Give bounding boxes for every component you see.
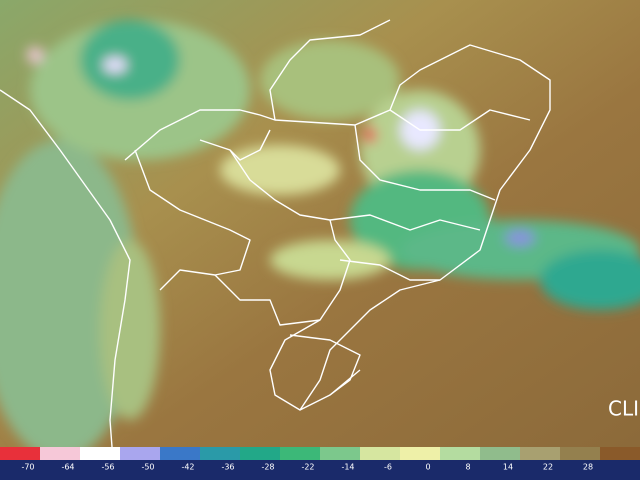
colorbar-tick-label: -64 <box>61 463 74 472</box>
colorbar-tick-label: 8 <box>465 463 470 472</box>
colorbar-tick-label: -6 <box>384 463 392 472</box>
colorbar-swatch <box>200 447 241 460</box>
colorbar-tick-label: 14 <box>503 463 513 472</box>
colorbar-tick-label: -36 <box>221 463 234 472</box>
colorbar-swatch <box>160 447 201 460</box>
colorbar-swatch <box>360 447 401 460</box>
colorbar-label-strip <box>0 460 640 480</box>
colorbar-swatch <box>480 447 521 460</box>
colorbar-swatch <box>240 447 281 460</box>
colorbar-tick-label: -70 <box>21 463 34 472</box>
colorbar-tick-label: -42 <box>181 463 194 472</box>
watermark: CLI <box>608 397 639 421</box>
cloud-cover <box>0 20 640 460</box>
country-borders <box>0 19 551 448</box>
colorbar-tick-label: -22 <box>301 463 314 472</box>
colorbar-swatch <box>320 447 361 460</box>
colorbar-swatch <box>560 447 601 460</box>
colorbar-tick-label: 28 <box>583 463 593 472</box>
colorbar-swatch <box>80 447 121 460</box>
colorbar-tick-label: 0 <box>425 463 430 472</box>
colorbar-tick-label: 22 <box>543 463 553 472</box>
colorbar-tick-label: -28 <box>261 463 274 472</box>
colorbar-swatch <box>40 447 81 460</box>
colorbar-tick-label: -14 <box>341 463 354 472</box>
colorbar-swatch <box>120 447 161 460</box>
colorbar-swatch <box>440 447 481 460</box>
colorbar-swatch <box>400 447 441 460</box>
colorbar-swatch <box>0 447 41 460</box>
colorbar-tick-label: -50 <box>141 463 154 472</box>
colorbar-swatch <box>520 447 561 460</box>
colorbar-tick-label: -56 <box>101 463 114 472</box>
colorbar: -70 -64 -56 -50 -42 -36 -28 -22 -14 -6 0 8 14 22 28 <box>0 447 640 480</box>
colorbar-swatch <box>600 447 640 460</box>
colorbar-swatch <box>280 447 321 460</box>
